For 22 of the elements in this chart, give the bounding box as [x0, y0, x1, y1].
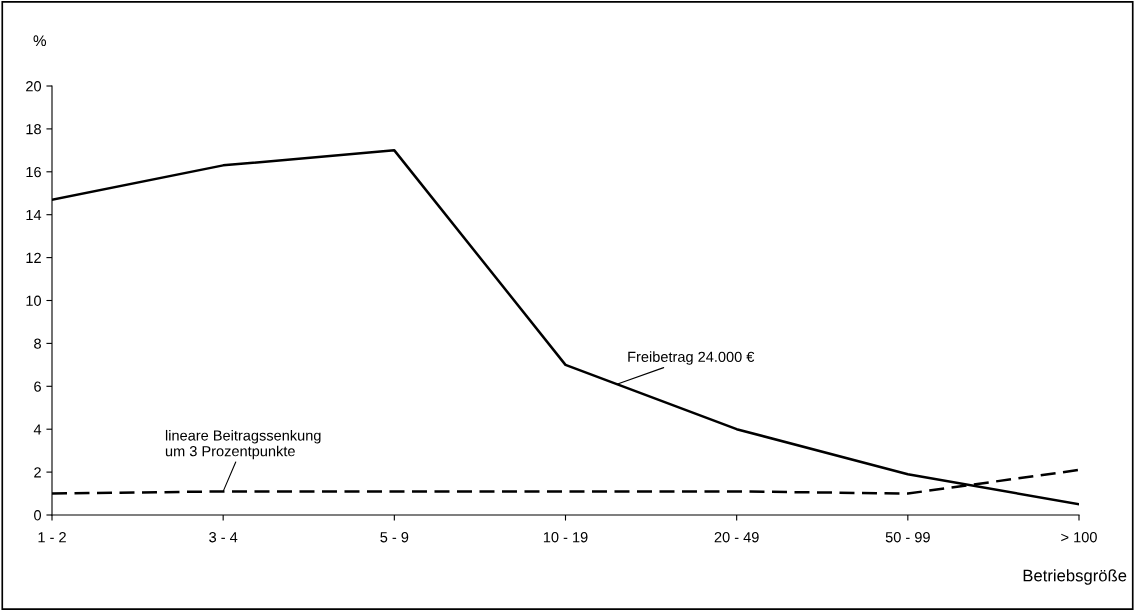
y-tick-label: 14 — [26, 209, 42, 220]
y-tick-label: 18 — [26, 124, 41, 135]
y-tick-label: 20 — [26, 81, 42, 92]
y-tick-label: 2 — [34, 467, 41, 478]
x-tick-label: > 100 — [1061, 532, 1097, 543]
x-tick-label: 5 - 9 — [380, 532, 409, 543]
x-tick-label: 20 - 49 — [714, 532, 759, 543]
x-tick-label: 50 - 99 — [885, 532, 930, 543]
text: lineare Beitragssenkung um 3 Prozentpunkte — [165, 429, 321, 460]
y-tick-label: 0 — [34, 510, 42, 521]
y-tick-label: 10 — [26, 295, 42, 306]
series-label: Freibetrag 24.000 € — [628, 351, 755, 365]
y-tick-label: 8 — [34, 338, 41, 349]
y-tick-label: 16 — [26, 166, 41, 178]
y-tick-label: 4 — [33, 424, 42, 435]
y-tick-label: 12 — [26, 252, 41, 263]
x-tick-label: 10 - 19 — [543, 532, 588, 543]
y-axis-title: % — [33, 35, 47, 47]
y-tick-label: 6 — [34, 381, 41, 392]
x-axis-title: Betriebsgröße — [1023, 569, 1127, 585]
x-tick-label: 1 - 2 — [38, 532, 66, 543]
x-tick-label: 3 - 4 — [209, 532, 238, 543]
